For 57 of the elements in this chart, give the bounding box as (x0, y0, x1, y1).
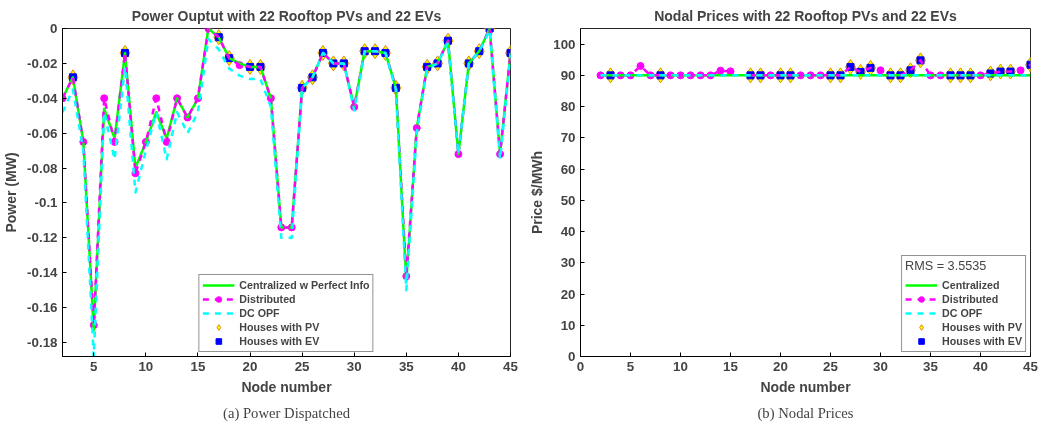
text: (b) Nodal Prices (757, 404, 854, 422)
y-tick-label: -0.16 (27, 300, 58, 316)
x-tick-label: 10 (138, 358, 154, 374)
x-tick-label: 20 (773, 358, 788, 374)
x-axis-title: Node number (241, 378, 333, 395)
y-tick-label: 20 (560, 286, 576, 302)
x-tick-label: 5 (90, 358, 99, 374)
legend-label: Distributed (239, 292, 296, 306)
x-tick-label: 15 (723, 358, 739, 374)
y-tick-label: 80 (560, 99, 576, 115)
legend-label: Distributed (942, 292, 999, 306)
x-axis-title: Node number (760, 378, 852, 395)
x-tick-label: 40 (450, 358, 466, 374)
y-tick-label: -0.14 (27, 265, 59, 281)
y-tick-label: -0.12 (27, 230, 58, 246)
y-tick-label: 60 (560, 161, 576, 177)
y-tick-label: 40 (560, 224, 576, 240)
y-tick-label: 0 (50, 21, 58, 36)
x-tick-label: 25 (823, 358, 839, 374)
legend-label: Centralized w Perfect Info (239, 278, 370, 292)
x-tick-label: 45 (1023, 358, 1039, 374)
x-tick-label: 30 (873, 358, 888, 374)
legend-label: Houses with PV (942, 320, 1022, 334)
legend-label: DC OPF (239, 306, 280, 320)
legend-label: Houses with EV (942, 334, 1022, 348)
legend-label: Houses with EV (239, 334, 320, 348)
x-tick-label: 35 (398, 358, 415, 374)
y-tick-label: -0.1 (34, 195, 59, 211)
x-tick-label: 20 (242, 358, 258, 374)
x-tick-label: 25 (294, 358, 311, 374)
y-tick-label: -0.08 (27, 160, 58, 176)
y-axis-title: Power (MW) (3, 152, 20, 233)
y-tick-label: 10 (560, 317, 576, 333)
x-tick-label: 15 (190, 358, 206, 374)
x-tick-label: 40 (973, 358, 988, 374)
x-tick-label: 30 (346, 358, 362, 374)
y-tick-label: -0.18 (27, 335, 58, 351)
legend-label: DC OPF (942, 306, 983, 320)
x-tick-label: 10 (673, 358, 688, 374)
y-tick-label: -0.02 (27, 55, 58, 71)
y-tick-label: 90 (560, 67, 576, 83)
y-tick-label: 70 (560, 130, 576, 146)
y-tick-label: -0.06 (27, 125, 58, 141)
x-tick-label: 35 (923, 358, 939, 374)
chart-title: Power Ouptut with 22 Rooftop PVs and 22 EVs (131, 7, 442, 24)
y-tick-label: 30 (560, 255, 576, 271)
legend-label: Houses with PV (239, 320, 320, 334)
annotation: RMS = 3.5535 (905, 259, 988, 273)
y-tick-label: 100 (553, 36, 576, 52)
y-axis-title: Price $/MWh (529, 150, 546, 235)
y-tick-label: 50 (560, 192, 576, 208)
x-tick-label: 5 (626, 358, 635, 374)
x-tick-label: 45 (503, 358, 519, 374)
chart-title: Nodal Prices with 22 Rooftop PVs and 22 EVs (654, 7, 958, 24)
legend-label: Centralized (942, 278, 1000, 292)
text: (a) Power Dispatched (223, 404, 351, 422)
y-tick-label: -0.04 (27, 90, 59, 106)
